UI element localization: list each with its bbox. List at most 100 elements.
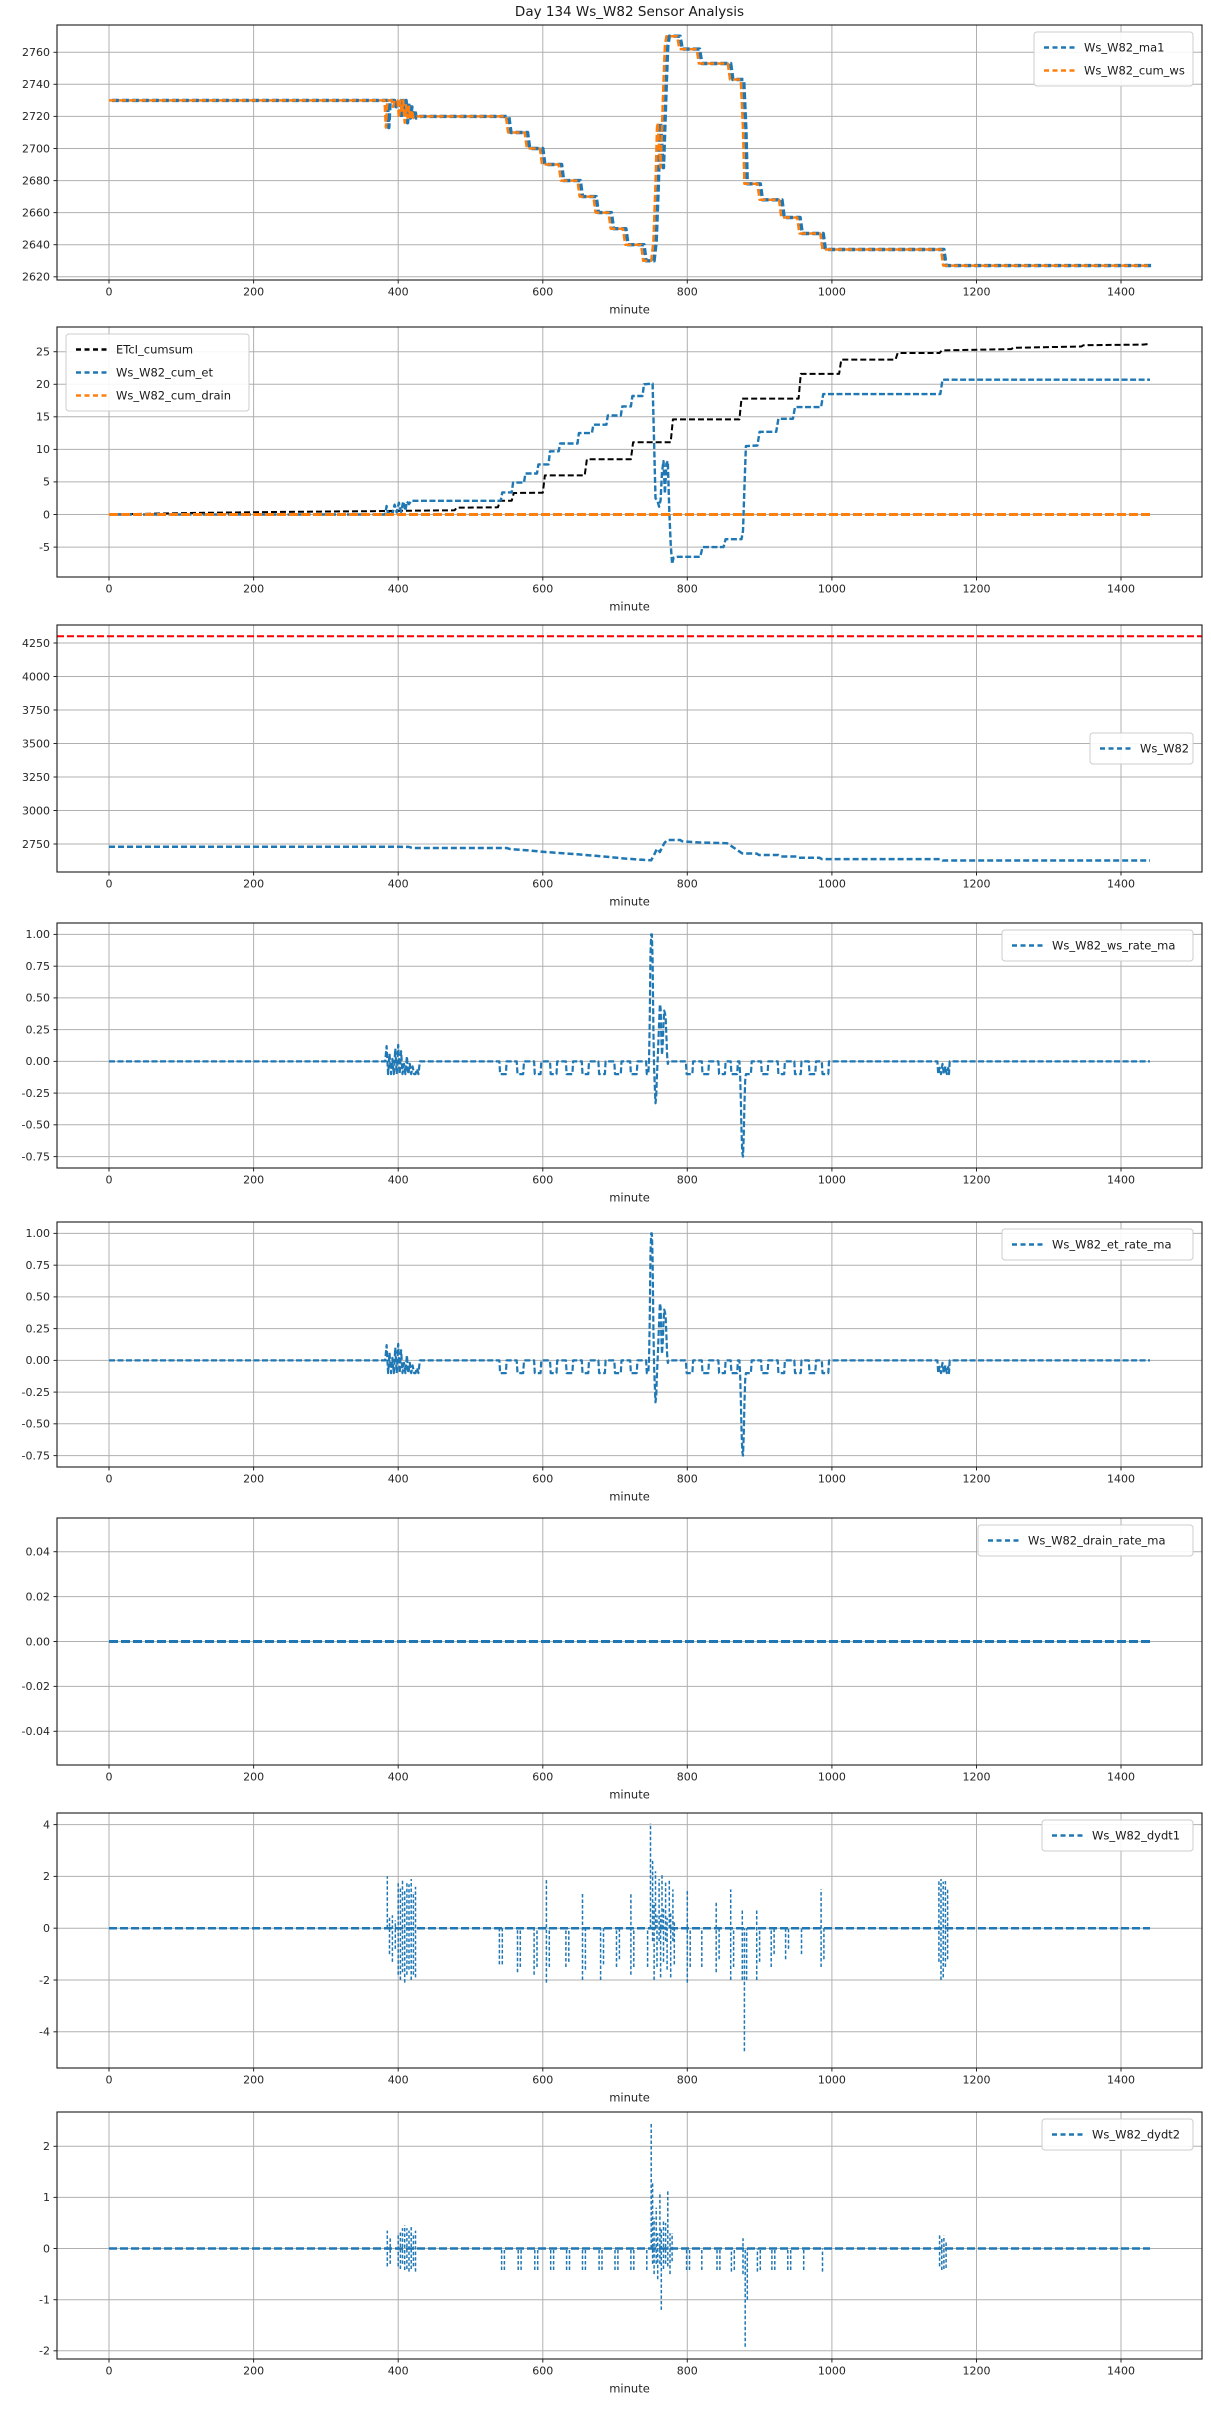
y-tick-label: 0.75: [26, 1259, 51, 1272]
y-tick-label: -5: [39, 541, 50, 554]
axes-frame: [56, 326, 1203, 578]
y-tick-label: 2720: [22, 110, 50, 123]
y-tick-label: -0.75: [22, 1150, 50, 1163]
subplot-ma1-and-cum-ws: 0 200 400 600 800 1000 1200 1400 2620 2640 2660 268…: [22, 24, 1203, 317]
x-tick-label: 0: [106, 2365, 113, 2378]
legend-label-Ws_W82_ws_rate_ma: Ws_W82_ws_rate_ma: [1052, 939, 1175, 953]
x-tick-label: 600: [532, 2074, 553, 2087]
y-tick-label: 2760: [22, 46, 50, 59]
x-tick-label: 0: [106, 878, 113, 891]
tick-labels: 0 200 400 600 800 1000 1200 1400 -0.75 -0.50 -0.25…: [22, 928, 1135, 1186]
y-tick-label: 20: [36, 378, 50, 391]
axes-frame: [56, 624, 1203, 873]
subplot-cumulative-et: 0 200 400 600 800 1000 1200 1400 -5 0 5 10 15 20 25 min…: [36, 326, 1203, 614]
y-tick-label: -4: [39, 2026, 50, 2039]
y-tick-label: -0.25: [22, 1386, 50, 1399]
legend-label-Ws_W82_et_rate_ma: Ws_W82_et_rate_ma: [1052, 1238, 1172, 1252]
y-tick-label: 2740: [22, 78, 50, 91]
x-tick-label: 1200: [963, 583, 991, 596]
figure-title: Day 134 Ws_W82 Sensor Analysis: [514, 4, 745, 20]
legend-label-Ws_W82_dydt2: Ws_W82_dydt2: [1092, 2128, 1180, 2142]
y-tick-label: -0.25: [22, 1087, 50, 1100]
x-tick-label: 200: [243, 2074, 264, 2087]
series-Ws_W82_dydt2: [109, 2123, 1150, 2347]
y-tick-label: 0.02: [26, 1590, 51, 1603]
x-tick-label: 1000: [818, 1473, 846, 1486]
legend-label-Ws_W82: Ws_W82: [1140, 742, 1189, 756]
x-tick-label: 200: [243, 1473, 264, 1486]
y-tick-label: -0.02: [22, 1680, 50, 1693]
y-tick-label: -0.50: [22, 1418, 50, 1431]
x-tick-label: 1000: [818, 1771, 846, 1784]
x-tick-label: 1000: [818, 1174, 846, 1187]
y-tick-label: -1: [39, 2294, 50, 2307]
legend-label-Ws_W82_cum_drain: Ws_W82_cum_drain: [116, 389, 231, 403]
x-tick-label: 0: [106, 286, 113, 299]
x-axis-label: minute: [609, 1788, 650, 1802]
x-tick-label: 1200: [963, 286, 991, 299]
x-tick-label: 1400: [1107, 583, 1135, 596]
y-tick-label: 0.04: [26, 1546, 51, 1559]
tick-labels: 0 200 400 600 800 1000 1200 1400 2620 2640 2660 268…: [22, 46, 1135, 298]
y-tick-label: 10: [36, 443, 50, 456]
y-tick-label: 0.00: [26, 1055, 51, 1068]
y-tick-label: 0.25: [26, 1322, 51, 1335]
x-tick-label: 800: [677, 878, 698, 891]
legend: Ws_W82_et_rate_ma: [1001, 1228, 1194, 1261]
x-tick-label: 1200: [963, 1174, 991, 1187]
series-Ws_W82_cum_ws: [109, 34, 1150, 267]
y-tick-label: 25: [36, 346, 50, 359]
x-tick-label: 200: [243, 2365, 264, 2378]
x-tick-label: 800: [677, 1473, 698, 1486]
x-tick-label: 1200: [963, 2074, 991, 2087]
x-tick-label: 1400: [1107, 1473, 1135, 1486]
gridlines: [57, 2112, 1202, 2359]
legend: Ws_W82_dydt2: [1041, 2118, 1194, 2151]
legend-label-Ws_W82_drain_rate_ma: Ws_W82_drain_rate_ma: [1028, 1534, 1166, 1548]
y-tick-label: 1: [43, 2191, 50, 2204]
x-tick-label: 1200: [963, 878, 991, 891]
x-tick-label: 200: [243, 1174, 264, 1187]
y-tick-label: -2: [39, 2345, 50, 2358]
subplot-dydt1: 0 200 400 600 800 1000 1200 1400 -4 -2 0 2 4 minute Ws…: [39, 1812, 1203, 2105]
x-tick-label: 400: [388, 878, 409, 891]
y-tick-label: 1.00: [26, 1227, 51, 1240]
x-axis-label: minute: [609, 2382, 650, 2396]
series-Ws_W82_ws_rate_ma: [109, 933, 1150, 1158]
y-tick-label: 4250: [22, 637, 50, 650]
x-tick-label: 0: [106, 2074, 113, 2087]
y-tick-label: 1.00: [26, 928, 51, 941]
legend-label-Ws_W82_ma1: Ws_W82_ma1: [1084, 41, 1164, 55]
series-Ws_W82_et_rate_ma: [109, 1232, 1150, 1457]
y-tick-label: 0.00: [26, 1635, 51, 1648]
x-tick-label: 200: [243, 286, 264, 299]
y-tick-label: 2750: [22, 838, 50, 851]
x-tick-label: 800: [677, 2074, 698, 2087]
y-tick-label: 15: [36, 411, 50, 424]
y-tick-label: 2620: [22, 271, 50, 284]
x-axis-label: minute: [609, 2091, 650, 2105]
legend-label-Ws_W82_cum_ws: Ws_W82_cum_ws: [1084, 64, 1185, 78]
tick-labels: 0 200 400 600 800 1000 1200 1400 -4 -2 0 2 4: [39, 1818, 1135, 2086]
x-tick-label: 1000: [818, 878, 846, 891]
axes-frame: [56, 2111, 1203, 2360]
series-Ws_W82_dydt1: [109, 1823, 1150, 2052]
x-tick-label: 1000: [818, 2365, 846, 2378]
series-Ws_W82_cum_et: [109, 378, 1150, 566]
legend: ETcI_cumsum Ws_W82_cum_et Ws_W82_cum_drain: [65, 333, 250, 412]
subplot-ws-rate-ma: 0 200 400 600 800 1000 1200 1400 -0.75 -0.50 -0.25…: [22, 922, 1203, 1205]
x-tick-label: 0: [106, 1174, 113, 1187]
y-tick-label: 0: [43, 2242, 50, 2255]
x-tick-label: 600: [532, 583, 553, 596]
legend: Ws_W82_drain_rate_ma: [977, 1524, 1194, 1557]
x-tick-label: 1400: [1107, 878, 1135, 891]
x-tick-label: 0: [106, 583, 113, 596]
legend-label-Ws_W82_dydt1: Ws_W82_dydt1: [1092, 1829, 1180, 1843]
x-tick-label: 600: [532, 286, 553, 299]
y-tick-label: 4: [43, 1818, 50, 1831]
legend-label-ETcI_cumsum: ETcI_cumsum: [116, 343, 193, 357]
y-tick-label: 5: [43, 476, 50, 489]
y-tick-label: 0.75: [26, 960, 51, 973]
legend: Ws_W82_dydt1: [1041, 1819, 1194, 1852]
